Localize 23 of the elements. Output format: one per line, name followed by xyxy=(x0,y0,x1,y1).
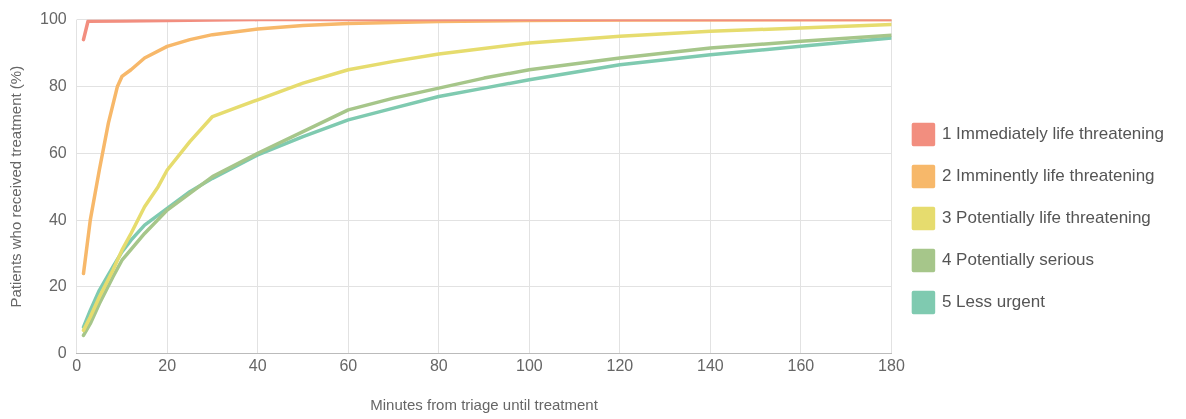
x-tick-label: 180 xyxy=(878,356,905,374)
x-tick-label: 60 xyxy=(339,356,358,374)
legend-label: 1 Immediately life threatening xyxy=(941,124,1164,144)
x-tick-label: 20 xyxy=(158,356,177,374)
y-tick-label: 20 xyxy=(48,277,67,295)
y-tick-label: 80 xyxy=(48,76,67,94)
y-tick-label: 40 xyxy=(48,210,67,228)
x-tick-label: 40 xyxy=(248,356,267,374)
x-tick-label: 120 xyxy=(606,356,634,374)
y-tick-label: 0 xyxy=(57,344,67,362)
legend-label: 4 Potentially serious xyxy=(941,250,1095,270)
legend-label: 2 Imminently life threatening xyxy=(941,166,1155,186)
legend-label: 5 Less urgent xyxy=(941,292,1046,312)
x-axis-title: Minutes from triage until treatment xyxy=(370,396,599,414)
x-tick-label: 100 xyxy=(515,356,543,374)
x-tick-label: 80 xyxy=(429,356,448,374)
x-tick-label: 0 xyxy=(72,356,82,374)
legend-label: 3 Potentially life threatening xyxy=(941,208,1151,228)
y-tick-label: 100 xyxy=(39,10,67,28)
y-axis-title: Patients who received treatment (%) xyxy=(7,65,25,308)
x-tick-label: 160 xyxy=(787,356,815,374)
y-tick-label: 60 xyxy=(48,143,67,161)
x-tick-label: 140 xyxy=(697,356,724,374)
